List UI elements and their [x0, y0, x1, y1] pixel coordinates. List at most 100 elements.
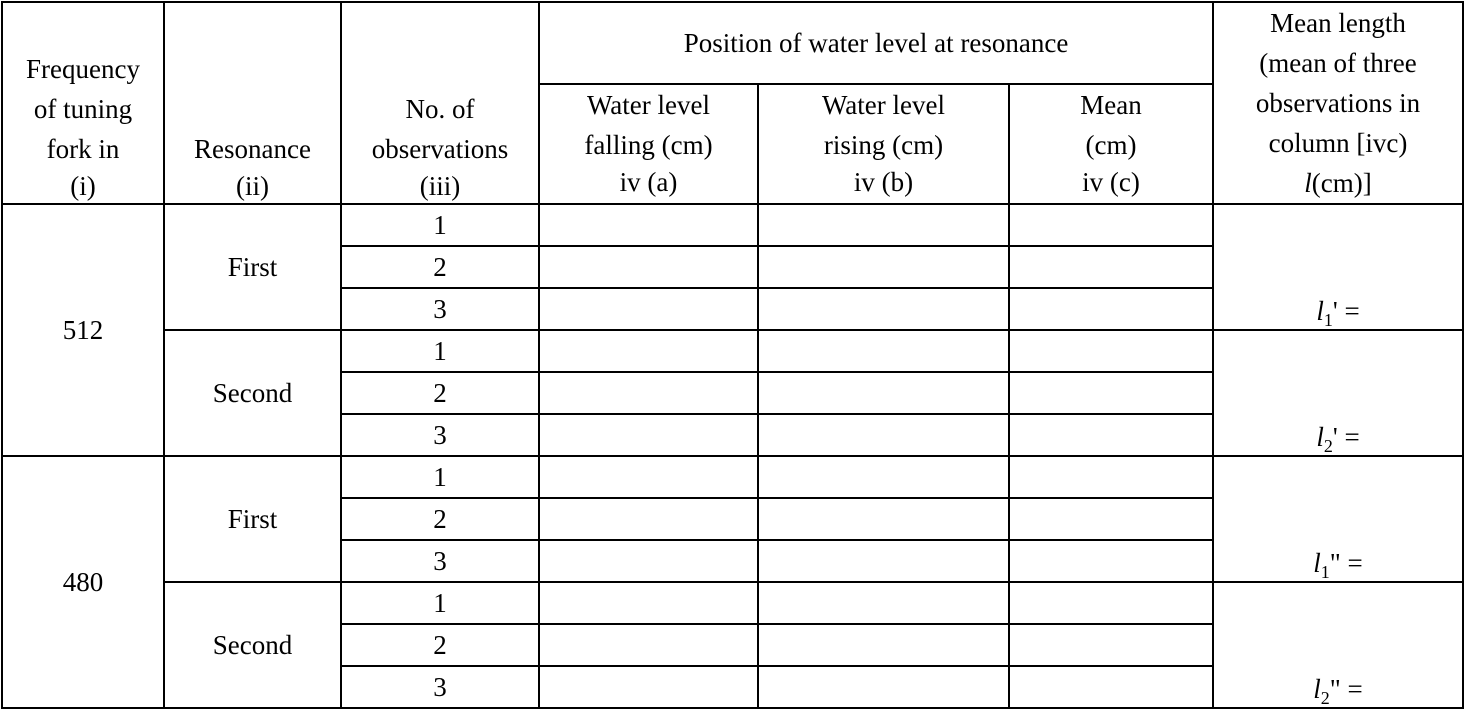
- data-cell[interactable]: [757, 581, 1010, 625]
- observation-number: 1: [340, 203, 540, 247]
- mean-suffix: ' =: [1332, 422, 1360, 452]
- data-cell[interactable]: [1008, 287, 1214, 331]
- resonance-cell: First: [163, 455, 342, 583]
- data-cell[interactable]: [538, 329, 759, 373]
- header-resonance-line: Resonance: [194, 134, 311, 164]
- observation-number: 1: [340, 581, 540, 625]
- observation-number: 2: [340, 245, 540, 289]
- mean-length-label: l2" =: [1215, 674, 1461, 708]
- data-cell[interactable]: [538, 455, 759, 499]
- mean-subscript: 2: [1323, 436, 1333, 456]
- observation-number-text: 2: [433, 378, 447, 408]
- data-cell[interactable]: [1008, 455, 1214, 499]
- length-symbol: l: [1304, 168, 1312, 198]
- header-observations-line: observations: [371, 134, 509, 164]
- data-cell[interactable]: [1008, 665, 1214, 709]
- data-cell[interactable]: [1008, 623, 1214, 667]
- mean-length-label: l1" =: [1215, 548, 1461, 582]
- frequency-value: 512: [62, 315, 104, 345]
- data-cell[interactable]: [538, 539, 759, 583]
- resonance-label: Second: [212, 630, 293, 660]
- header-observations: No. of observations (iii): [340, 1, 540, 205]
- data-cell[interactable]: [1008, 203, 1214, 247]
- header-mean-length-line: (mean of three: [1259, 48, 1417, 78]
- header-position-group-label: Position of water level at resonance: [683, 27, 1069, 58]
- data-cell[interactable]: [538, 287, 759, 331]
- data-cell[interactable]: [757, 329, 1010, 373]
- mean-length-cell[interactable]: l1' =: [1212, 203, 1464, 331]
- header-resonance-line: (ii): [236, 171, 269, 201]
- resonance-label: Second: [212, 378, 293, 408]
- data-cell[interactable]: [757, 539, 1010, 583]
- data-cell[interactable]: [1008, 371, 1214, 415]
- observation-number: 3: [340, 287, 540, 331]
- data-cell[interactable]: [538, 413, 759, 457]
- header-water-rising-line: rising (cm): [823, 129, 944, 160]
- data-cell[interactable]: [757, 203, 1010, 247]
- resonance-label: First: [227, 504, 278, 534]
- mean-subscript: 2: [1320, 688, 1330, 708]
- data-cell[interactable]: [538, 581, 759, 625]
- observation-number: 1: [340, 455, 540, 499]
- data-cell[interactable]: [538, 245, 759, 289]
- data-cell[interactable]: [757, 623, 1010, 667]
- data-cell[interactable]: [1008, 581, 1214, 625]
- mean-symbol: l: [1316, 422, 1324, 452]
- header-water-falling-line: Water level: [586, 89, 710, 120]
- data-cell[interactable]: [1008, 539, 1214, 583]
- observation-number: 2: [340, 623, 540, 667]
- header-water-rising-line: iv (b): [853, 166, 914, 197]
- observation-number: 2: [340, 371, 540, 415]
- header-water-falling: Water level falling (cm) iv (a): [538, 82, 759, 206]
- observation-number-text: 2: [433, 252, 447, 282]
- data-cell[interactable]: [757, 287, 1010, 331]
- mean-length-cell[interactable]: l1" =: [1212, 455, 1464, 583]
- resonance-cell: Second: [163, 581, 342, 709]
- observation-number-text: 1: [433, 336, 447, 366]
- observation-number-text: 3: [433, 294, 447, 324]
- header-mean-length-line: observations in: [1255, 88, 1421, 118]
- mean-length-label: l2' =: [1215, 422, 1461, 456]
- header-water-falling-line: falling (cm): [584, 129, 713, 160]
- data-cell[interactable]: [538, 203, 759, 247]
- data-cell[interactable]: [757, 245, 1010, 289]
- observation-number-text: 3: [433, 546, 447, 576]
- observation-number-text: 3: [433, 420, 447, 450]
- mean-length-cell[interactable]: l2' =: [1212, 329, 1464, 457]
- data-cell[interactable]: [1008, 329, 1214, 373]
- resonance-cell: Second: [163, 329, 342, 457]
- header-mean-line: iv (c): [1082, 166, 1140, 197]
- header-observations-line: No. of: [405, 94, 475, 124]
- data-cell[interactable]: [757, 455, 1010, 499]
- header-mean-length-line: Mean length: [1270, 8, 1406, 38]
- header-water-rising: Water level rising (cm) iv (b): [757, 82, 1010, 206]
- data-cell[interactable]: [757, 665, 1010, 709]
- mean-suffix: " =: [1329, 548, 1363, 578]
- observation-number-text: 2: [433, 504, 447, 534]
- data-cell[interactable]: [1008, 497, 1214, 541]
- header-frequency-line: fork in: [46, 134, 120, 164]
- header-frequency-line: Frequency: [26, 54, 140, 84]
- resonance-cell: First: [163, 203, 342, 331]
- frequency-cell: 512: [1, 203, 165, 457]
- mean-length-cell[interactable]: l2" =: [1212, 581, 1464, 709]
- data-cell[interactable]: [538, 497, 759, 541]
- data-cell[interactable]: [538, 665, 759, 709]
- header-mean-line: Mean: [1080, 89, 1142, 120]
- mean-symbol: l: [1316, 296, 1324, 326]
- data-cell[interactable]: [538, 623, 759, 667]
- observation-number: 2: [340, 497, 540, 541]
- observation-number: 3: [340, 665, 540, 709]
- data-cell[interactable]: [757, 371, 1010, 415]
- data-cell[interactable]: [757, 413, 1010, 457]
- header-water-rising-line: Water level: [821, 89, 945, 120]
- header-frequency: Frequency of tuning fork in (i): [1, 1, 165, 205]
- mean-subscript: 1: [1320, 562, 1330, 582]
- data-cell[interactable]: [757, 497, 1010, 541]
- frequency-cell: 480: [1, 455, 165, 709]
- observation-number-text: 1: [433, 210, 447, 240]
- header-water-falling-line: iv (a): [619, 166, 678, 197]
- data-cell[interactable]: [1008, 413, 1214, 457]
- data-cell[interactable]: [1008, 245, 1214, 289]
- data-cell[interactable]: [538, 371, 759, 415]
